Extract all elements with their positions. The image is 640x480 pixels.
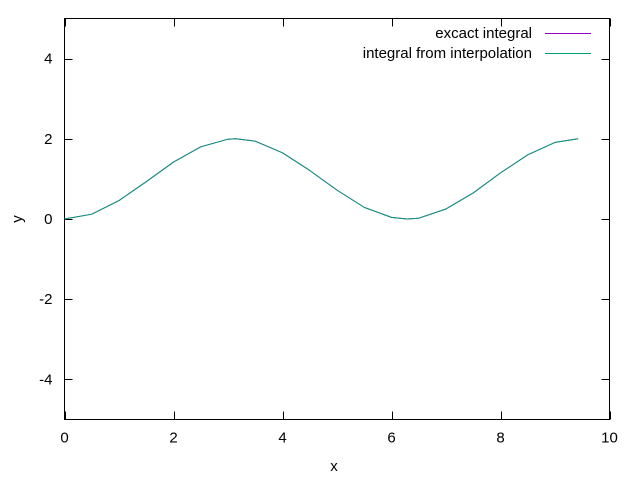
- series-lines: [64, 138, 579, 220]
- x-axis-label: x: [330, 458, 338, 475]
- x-tick-label: 8: [496, 430, 504, 447]
- y-axis-label: y: [9, 215, 26, 223]
- y-tick-label: -4: [39, 371, 52, 388]
- x-tick-label: 6: [387, 430, 395, 447]
- series-line-2: [64, 138, 579, 220]
- plot-frame: [64, 18, 610, 420]
- legend-label-2: integral from interpolation: [363, 45, 532, 62]
- x-tick-label: 2: [169, 430, 177, 447]
- x-tick-label: 0: [60, 430, 68, 447]
- y-tick-label: 4: [44, 51, 52, 68]
- ticks: 0 2 4 6 8 10 -4 -2 0 2 4: [39, 18, 618, 447]
- y-tick-label: -2: [39, 291, 52, 308]
- x-tick-label: 10: [601, 430, 618, 447]
- x-tick-label: 4: [278, 430, 286, 447]
- y-tick-label: 0: [44, 211, 52, 228]
- y-tick-label: 2: [44, 131, 52, 148]
- legend: excact integral integral from interpolati…: [363, 25, 591, 62]
- legend-label-1: excact integral: [435, 25, 532, 42]
